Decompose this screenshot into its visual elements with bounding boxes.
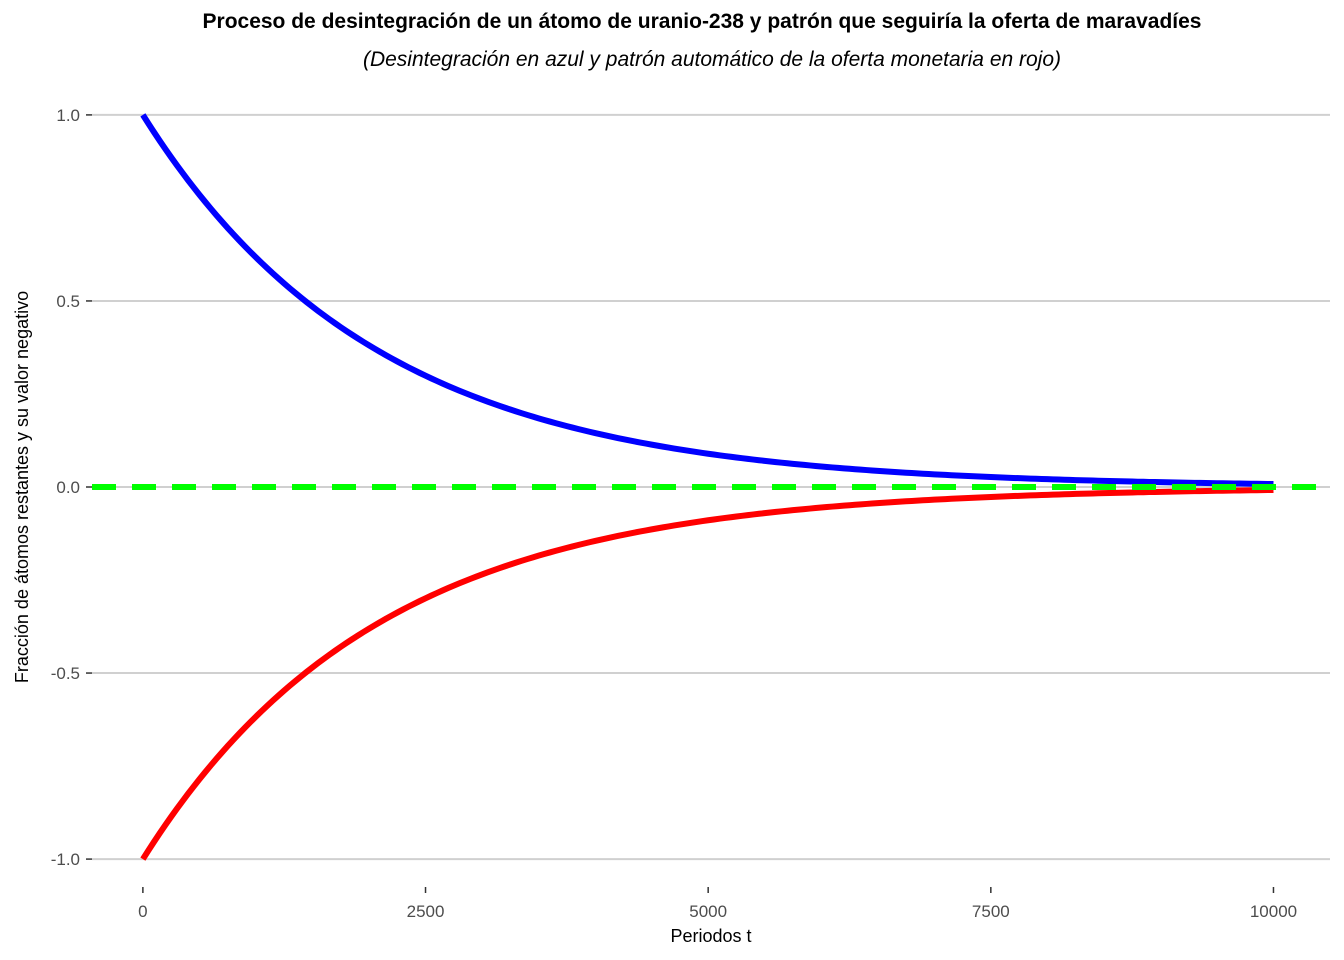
- y-tick-label: 1.0: [56, 106, 80, 125]
- x-tick-label: 0: [138, 902, 147, 921]
- x-tick-label: 5000: [689, 902, 727, 921]
- chart-subtitle: (Desintegración en azul y patrón automát…: [362, 48, 1062, 71]
- decay-series-line: [140, 113, 1274, 488]
- negative-series-line: [140, 486, 1274, 861]
- y-tick-label: -1.0: [51, 850, 80, 869]
- axis-layer: -1.0 -0.5 0.0 0.5 1.0 0 2500 5000 7500 10000: [51, 106, 1297, 921]
- y-tick-label: -0.5: [51, 664, 80, 683]
- x-tick-label: 2500: [407, 902, 445, 921]
- series-layer: [92, 113, 1330, 861]
- x-axis-title: Periodos t: [670, 926, 751, 946]
- x-tick-label: 7500: [972, 902, 1010, 921]
- y-tick-label: 0.0: [56, 478, 80, 497]
- x-tick-label: 10000: [1250, 902, 1297, 921]
- chart-title: Proceso de desintegración de un átomo de…: [202, 10, 1202, 33]
- y-tick-label: 0.5: [56, 292, 80, 311]
- y-axis-title: Fracción de átomos restantes y su valor …: [12, 291, 32, 683]
